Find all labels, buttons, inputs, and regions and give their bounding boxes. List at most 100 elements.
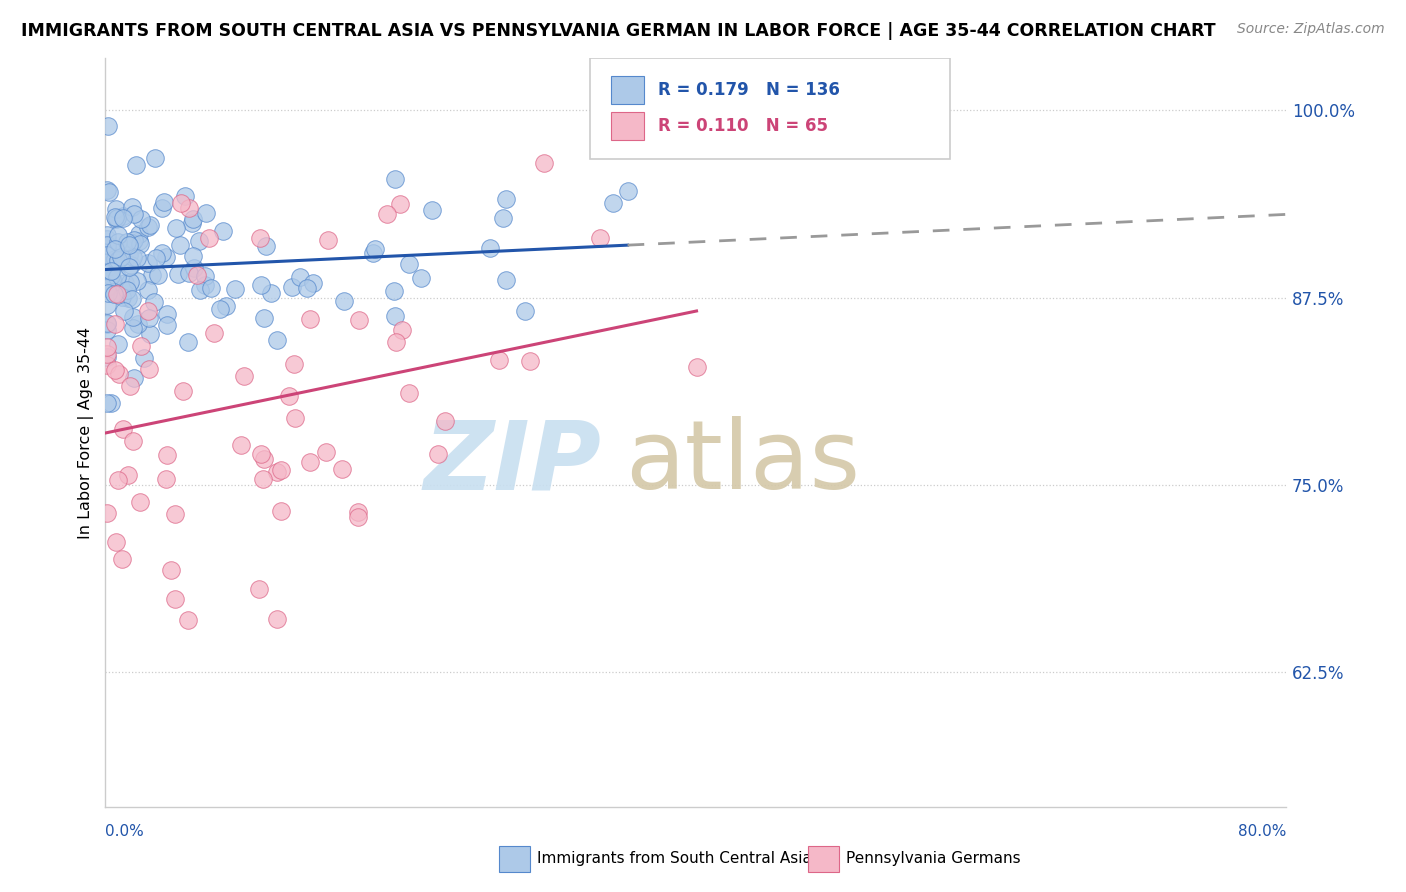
Point — [150, 246, 173, 260]
Point — [117, 284, 139, 298]
Point — [375, 206, 398, 220]
Point — [96, 228, 118, 243]
Point — [270, 463, 292, 477]
Point — [103, 286, 125, 301]
Point — [231, 438, 253, 452]
Point — [163, 591, 186, 606]
Point — [136, 256, 159, 270]
Point — [111, 552, 134, 566]
Point — [212, 224, 235, 238]
Point — [136, 283, 159, 297]
Point — [165, 508, 187, 522]
Point — [100, 272, 122, 286]
Point — [298, 455, 321, 469]
Point — [125, 158, 148, 172]
Point — [107, 228, 129, 243]
Point — [103, 317, 125, 331]
Point — [120, 258, 142, 272]
Point — [170, 196, 193, 211]
Point — [110, 250, 132, 264]
Text: IMMIGRANTS FROM SOUTH CENTRAL ASIA VS PENNSYLVANIA GERMAN IN LABOR FORCE | AGE 3: IMMIGRANTS FROM SOUTH CENTRAL ASIA VS PE… — [21, 22, 1216, 40]
Point — [103, 253, 125, 268]
Point — [330, 461, 353, 475]
Point — [105, 535, 128, 549]
Point — [96, 183, 118, 197]
Point — [105, 202, 128, 217]
Point — [409, 271, 432, 285]
Point — [488, 353, 510, 368]
Point — [181, 216, 204, 230]
Point — [107, 368, 129, 382]
Point — [249, 231, 271, 245]
Text: R = 0.110   N = 65: R = 0.110 N = 65 — [658, 117, 828, 136]
Point — [204, 326, 226, 340]
Point — [125, 274, 148, 288]
Point — [495, 273, 517, 287]
Point — [112, 209, 135, 223]
Point — [98, 185, 121, 199]
Point — [128, 237, 150, 252]
Point — [111, 211, 134, 225]
Point — [145, 252, 167, 266]
Point — [385, 335, 408, 350]
Point — [110, 251, 132, 265]
Point — [103, 242, 125, 256]
FancyBboxPatch shape — [612, 112, 644, 140]
Point — [165, 221, 187, 235]
Point — [105, 287, 128, 301]
Point — [103, 285, 125, 299]
Point — [96, 346, 118, 360]
Point — [118, 260, 141, 274]
Point — [117, 235, 139, 249]
Point — [155, 250, 177, 264]
Point — [155, 472, 177, 486]
Point — [118, 275, 141, 289]
Point — [138, 310, 160, 325]
Point — [104, 254, 127, 268]
Text: 0.0%: 0.0% — [105, 824, 145, 838]
Point — [254, 239, 277, 253]
Point — [266, 465, 288, 479]
Point — [347, 504, 370, 518]
Point — [96, 506, 118, 520]
Point — [122, 233, 145, 247]
Point — [96, 281, 118, 295]
Point — [96, 238, 118, 252]
Point — [104, 363, 127, 377]
Point — [97, 260, 120, 274]
Point — [96, 396, 118, 410]
Point — [224, 282, 246, 296]
Point — [492, 211, 515, 225]
Point — [166, 267, 188, 281]
Point — [250, 447, 273, 461]
Point — [96, 351, 118, 365]
Point — [96, 255, 118, 269]
Point — [253, 311, 276, 326]
Point — [266, 334, 288, 348]
Point — [128, 227, 150, 241]
Point — [194, 269, 217, 284]
Point — [194, 205, 217, 219]
Point — [96, 316, 118, 330]
Point — [389, 197, 412, 211]
Point — [186, 268, 208, 283]
Point — [96, 298, 118, 312]
Text: Immigrants from South Central Asia: Immigrants from South Central Asia — [537, 852, 813, 866]
Point — [247, 582, 270, 596]
Point — [152, 202, 174, 216]
Point — [190, 283, 212, 297]
Point — [281, 280, 304, 294]
Point — [200, 281, 222, 295]
Point — [122, 250, 145, 264]
Point — [215, 299, 238, 313]
Point — [105, 211, 128, 225]
Point — [139, 326, 162, 341]
Point — [434, 414, 457, 428]
Point — [260, 286, 283, 301]
Point — [96, 358, 118, 372]
Point — [533, 156, 555, 170]
Text: R = 0.179   N = 136: R = 0.179 N = 136 — [658, 81, 839, 99]
FancyBboxPatch shape — [589, 58, 950, 159]
Point — [121, 292, 143, 306]
Point — [333, 293, 356, 308]
